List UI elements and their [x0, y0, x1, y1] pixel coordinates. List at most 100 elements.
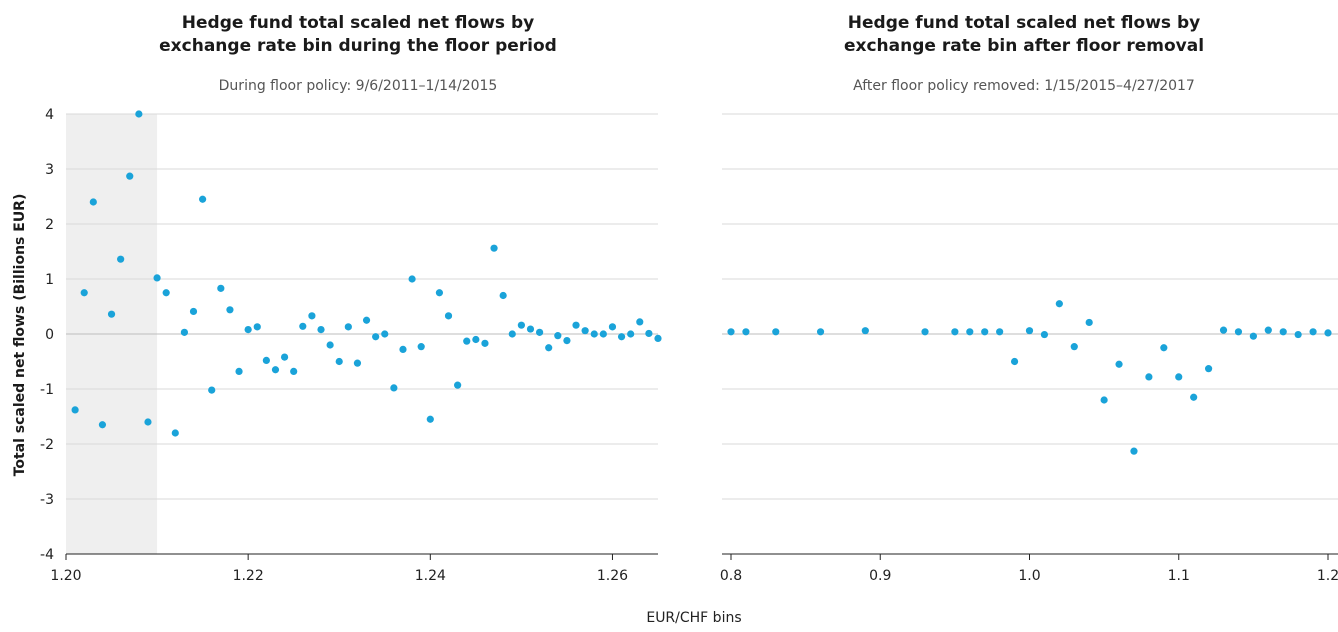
data-point [199, 195, 207, 203]
data-point [1294, 330, 1302, 339]
data-point [126, 172, 134, 180]
data-point [317, 326, 325, 334]
y-axis-label: Total scaled net flows (Billions EUR) [12, 194, 28, 477]
data-point [144, 418, 152, 426]
data-point [481, 339, 489, 347]
chart-subtitle: After floor policy removed: 1/15/2015–4/… [853, 78, 1195, 94]
data-point [1219, 326, 1228, 334]
y-tick-label: -4 [40, 547, 54, 563]
data-point [1130, 447, 1138, 455]
data-point [189, 307, 198, 316]
data-point [135, 110, 143, 118]
data-point [390, 384, 398, 392]
data-point [563, 337, 571, 345]
data-point [426, 415, 434, 423]
data-point [253, 323, 261, 331]
data-point [499, 291, 507, 300]
y-tick-label: 1 [45, 272, 54, 288]
data-point [1055, 300, 1063, 308]
data-point [362, 316, 371, 324]
data-point [244, 326, 252, 334]
data-point [526, 325, 535, 333]
data-point [966, 328, 974, 336]
data-point [226, 306, 234, 314]
data-point [399, 345, 407, 353]
data-point [463, 337, 471, 345]
y-tick-label: 3 [45, 162, 54, 178]
data-point [654, 334, 662, 342]
data-point [590, 330, 598, 338]
x-tick-label: 1.1 [1168, 568, 1190, 584]
x-tick-label: 1.24 [415, 568, 446, 584]
data-point [153, 274, 161, 282]
data-point [861, 327, 869, 335]
data-point [599, 330, 607, 338]
data-point [1309, 328, 1317, 336]
data-point [353, 359, 362, 367]
data-point [1025, 327, 1034, 335]
data-point [290, 367, 298, 375]
data-point [171, 429, 179, 437]
data-point [1190, 393, 1198, 401]
chart-subtitle: During floor policy: 9/6/2011–1/14/2015 [219, 78, 498, 94]
x-tick-label: 1.0 [1018, 568, 1040, 584]
data-point [554, 332, 562, 340]
data-point [1160, 344, 1168, 352]
data-point [326, 341, 334, 349]
data-point [608, 323, 617, 331]
data-point [545, 344, 553, 352]
data-point [280, 353, 289, 361]
x-axis-label: EUR/CHF bins [646, 610, 741, 626]
data-point [1100, 396, 1108, 404]
chart-title-line: exchange rate bin during the floor perio… [159, 36, 557, 56]
x-tick-label: 1.2 [1317, 568, 1338, 584]
data-point [98, 421, 107, 429]
data-point [921, 328, 929, 336]
data-point [1264, 326, 1272, 334]
data-point [536, 328, 544, 336]
y-tick-label: -2 [40, 437, 54, 453]
data-point [117, 255, 125, 263]
data-point [1010, 357, 1019, 366]
data-point [235, 367, 243, 375]
data-point [1145, 373, 1153, 381]
data-point [1234, 328, 1243, 336]
data-point [581, 327, 589, 335]
data-point [645, 329, 653, 338]
data-point [1205, 365, 1213, 373]
x-tick-label: 1.26 [597, 568, 628, 584]
data-point [1324, 329, 1332, 337]
left-panel: Hedge fund total scaled net flows by exch… [40, 13, 662, 584]
data-point [381, 330, 389, 338]
data-point [408, 275, 416, 283]
data-point [816, 328, 825, 336]
data-point [572, 321, 580, 329]
chart-title-line: Hedge fund total scaled net flows by [182, 13, 534, 33]
y-tick-label: -3 [40, 492, 54, 508]
x-tick-label: 1.22 [233, 568, 264, 584]
data-point [162, 289, 170, 297]
data-point [1249, 332, 1257, 340]
data-point [217, 284, 225, 292]
data-point [1070, 343, 1078, 351]
data-point [472, 335, 480, 344]
y-tick-label: -1 [40, 382, 54, 398]
data-point [107, 310, 116, 318]
x-tick-label: 1.20 [50, 568, 81, 584]
data-point [636, 318, 644, 326]
data-point [996, 328, 1004, 336]
y-tick-label: 2 [45, 217, 54, 233]
x-tick-label: 0.8 [720, 568, 742, 584]
data-point [308, 312, 316, 320]
data-point [1115, 360, 1123, 368]
data-point [1279, 328, 1287, 336]
y-tick-label: 4 [45, 107, 54, 123]
right-panel: Hedge fund total scaled net flows by exch… [720, 13, 1338, 584]
data-point [208, 386, 216, 394]
y-tick-label: 0 [45, 327, 54, 343]
data-point [71, 406, 79, 414]
data-point [981, 328, 989, 336]
chart-title-line: exchange rate bin after floor removal [844, 36, 1204, 56]
data-point [517, 321, 525, 329]
